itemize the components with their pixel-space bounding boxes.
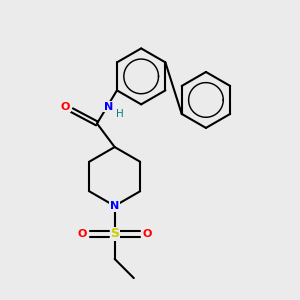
Text: O: O xyxy=(78,229,87,239)
Text: S: S xyxy=(110,227,119,240)
Text: N: N xyxy=(104,102,113,112)
Text: N: N xyxy=(110,201,119,211)
Text: H: H xyxy=(116,109,124,119)
Text: O: O xyxy=(61,102,70,112)
Text: O: O xyxy=(142,229,152,239)
